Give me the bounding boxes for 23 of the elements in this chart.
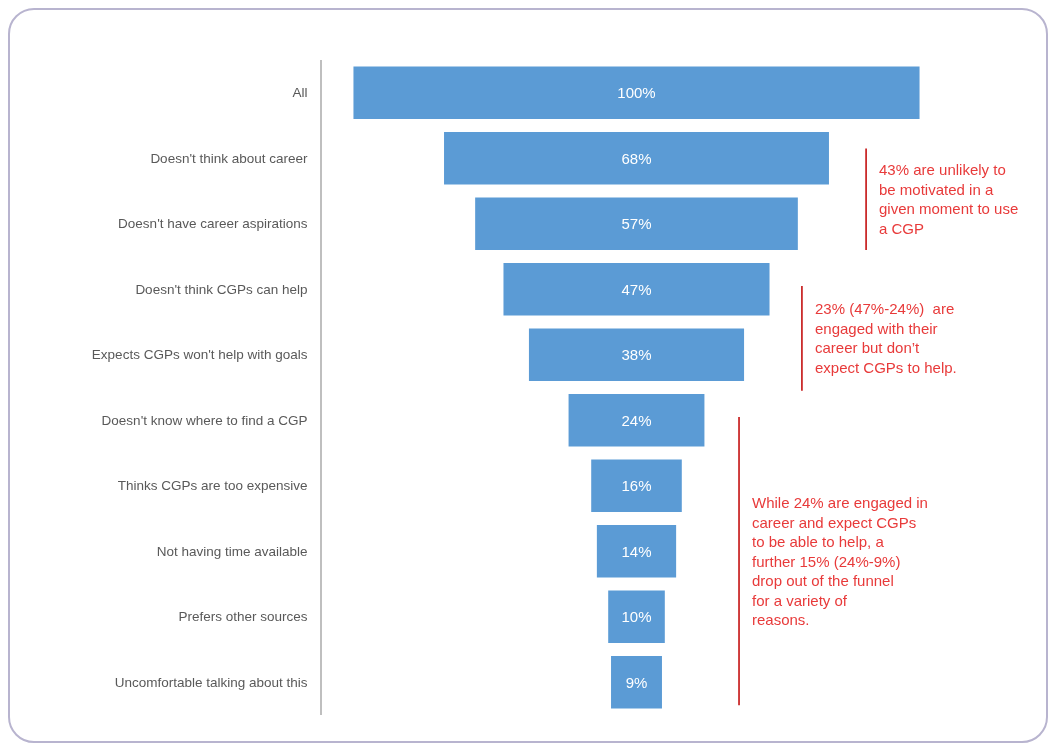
data-label: 100% xyxy=(617,84,656,102)
text: While 24% are engaged in career and expect CGPs to be able to help, a further 15% (24%-9%) drop out of the funnel for a variety of reasons. xyxy=(752,494,928,628)
category-label: All xyxy=(292,85,308,101)
data-label: 10% xyxy=(621,608,652,626)
data-label: 9% xyxy=(625,673,648,691)
data-label: 38% xyxy=(621,346,652,364)
category-label: Uncomfortable talking about this xyxy=(114,674,308,690)
category-label: Doesn't think about career xyxy=(150,150,309,166)
category-label: Doesn't think CGPs can help xyxy=(135,281,308,297)
category-label: Prefers other sources xyxy=(178,609,308,625)
data-label: 16% xyxy=(621,477,652,495)
category-label: Not having time available xyxy=(156,543,308,559)
category-label: Expects CGPs won't help with goals xyxy=(91,347,308,363)
data-label: 68% xyxy=(621,149,652,167)
data-label: 24% xyxy=(621,411,652,429)
text: 23% (47%-24%) are engaged with their career but don’t expect CGPs to help. xyxy=(815,300,957,376)
category-label: Doesn't have career aspirations xyxy=(118,216,308,232)
data-label: 57% xyxy=(621,215,652,233)
data-label: 47% xyxy=(621,280,652,298)
category-label: Thinks CGPs are too expensive xyxy=(117,478,308,494)
data-label: 14% xyxy=(621,542,652,560)
text: 43% are unlikely to be motivated in a given moment to use a CGP xyxy=(879,161,1019,237)
category-label: Doesn't know where to find a CGP xyxy=(101,412,308,428)
